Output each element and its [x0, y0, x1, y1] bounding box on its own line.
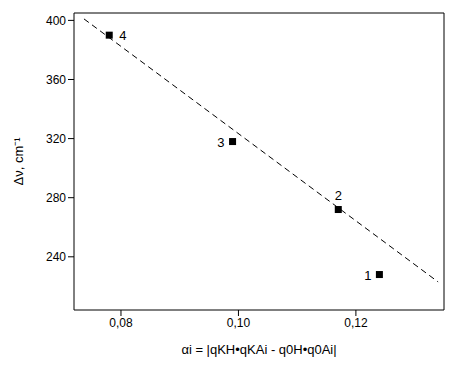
svg-text:4: 4: [119, 28, 126, 43]
svg-text:0,12: 0,12: [344, 316, 368, 330]
svg-text:αi = |qKH•qKAi - q0H•q0Ai|: αi = |qKH•qKAi - q0H•q0Ai|: [181, 342, 336, 357]
svg-text:0,10: 0,10: [227, 316, 251, 330]
svg-text:360: 360: [46, 73, 66, 87]
svg-text:3: 3: [217, 135, 224, 150]
svg-text:1: 1: [364, 268, 371, 283]
svg-text:280: 280: [46, 191, 66, 205]
svg-text:0,08: 0,08: [109, 316, 133, 330]
svg-text:400: 400: [46, 14, 66, 28]
svg-text:320: 320: [46, 132, 66, 146]
svg-text:2: 2: [335, 188, 342, 203]
svg-text:Δν, cm⁻¹: Δν, cm⁻¹: [11, 137, 26, 186]
svg-text:240: 240: [46, 250, 66, 264]
